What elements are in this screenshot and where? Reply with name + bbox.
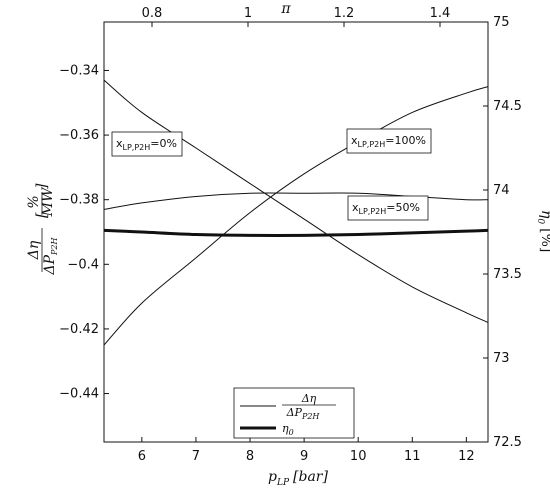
y-left-tick-label-2: −0.4 [67,257,99,272]
x-tick-label-5: 11 [404,449,421,464]
svg-text:xLP,P2H=0%: xLP,P2H=0% [116,137,177,152]
y-left-tick-label-3: −0.38 [59,193,99,208]
svg-text:Δη: Δη [301,392,317,405]
axis-ticks [104,21,488,443]
svg-text:]: ] [34,183,50,190]
curve-label-1: xLP,P2H=100% [346,128,432,154]
svg-text:%: % [26,195,42,208]
curve-label-0: xLP,P2H=0% [111,131,183,157]
svg-text:pLP[bar]: pLP [bar] [268,469,328,488]
y-right-tick-label-0: 72.5 [493,435,522,450]
y-right-tick-label-2: 73.5 [493,267,522,282]
svg-text:ΔPP2H: ΔPP2H [42,236,59,275]
legend: Δη ΔPP2H η0 [233,387,355,439]
legend-label-delta-eta: Δη ΔPP2H [282,392,336,421]
top-tick-label-2: 1.2 [334,6,355,21]
curve-label-2: xLP,P2H=50% [347,195,429,221]
legend-label-eta0: η0 [282,422,294,437]
x-tick-label-0: 6 [138,449,146,464]
y-right-tick-label-1: 73 [493,351,510,366]
series-group [103,79,489,346]
x-tick-label-2: 8 [246,449,254,464]
top-tick-label-1: 1 [244,6,252,21]
x-tick-label-4: 10 [350,449,367,464]
svg-text:ΔPP2H: ΔPP2H [286,406,321,421]
x-tick-label-3: 9 [300,449,308,464]
svg-text:xLP,P2H=100%: xLP,P2H=100% [351,134,426,149]
svg-text:xLP,P2H=50%: xLP,P2H=50% [352,201,420,216]
legend-box [233,387,355,439]
series-line-1 [103,86,489,346]
top-tick-label-3: 1.4 [430,6,451,21]
y-left-tick-label-1: −0.42 [59,322,99,337]
svg-text:[: [ [34,212,50,218]
y-right-tick-label-5: 75 [493,15,510,30]
y-right-tick-label-3: 74 [493,183,510,198]
top-tick-label-0: 0.8 [142,6,163,21]
x-axis-title: pLP [bar] [268,469,328,488]
tick-labels: 6 7 8 9 10 11 12 0.8 1 1.2 1.4 −0.44 −0.42 −0.4 −0.38 −… [59,6,522,464]
svg-text:MW: MW [40,186,56,217]
series-line-0 [103,79,489,323]
series-line-2 [103,192,489,210]
y-left-tick-label-0: −0.44 [59,387,99,402]
y-left-tick-label-5: −0.34 [59,63,99,78]
x-tick-label-6: 12 [458,449,475,464]
y-right-tick-label-4: 74.5 [493,99,522,114]
svg-text:η0[%]: η0[%] [535,210,550,252]
svg-text:Δη: Δη [26,240,42,260]
y-left-tick-label-4: −0.36 [59,128,99,143]
y-left-axis-title: Δη ΔPP2H [ % MW ] [26,183,59,275]
y-right-axis-title: η0[%] [535,210,550,252]
series-line-3 [103,228,489,237]
x-tick-label-1: 7 [192,449,200,464]
top-axis-title: π [280,1,291,17]
annotations: xLP,P2H=0% xLP,P2H=100% xLP,P2H=50% [111,128,432,221]
